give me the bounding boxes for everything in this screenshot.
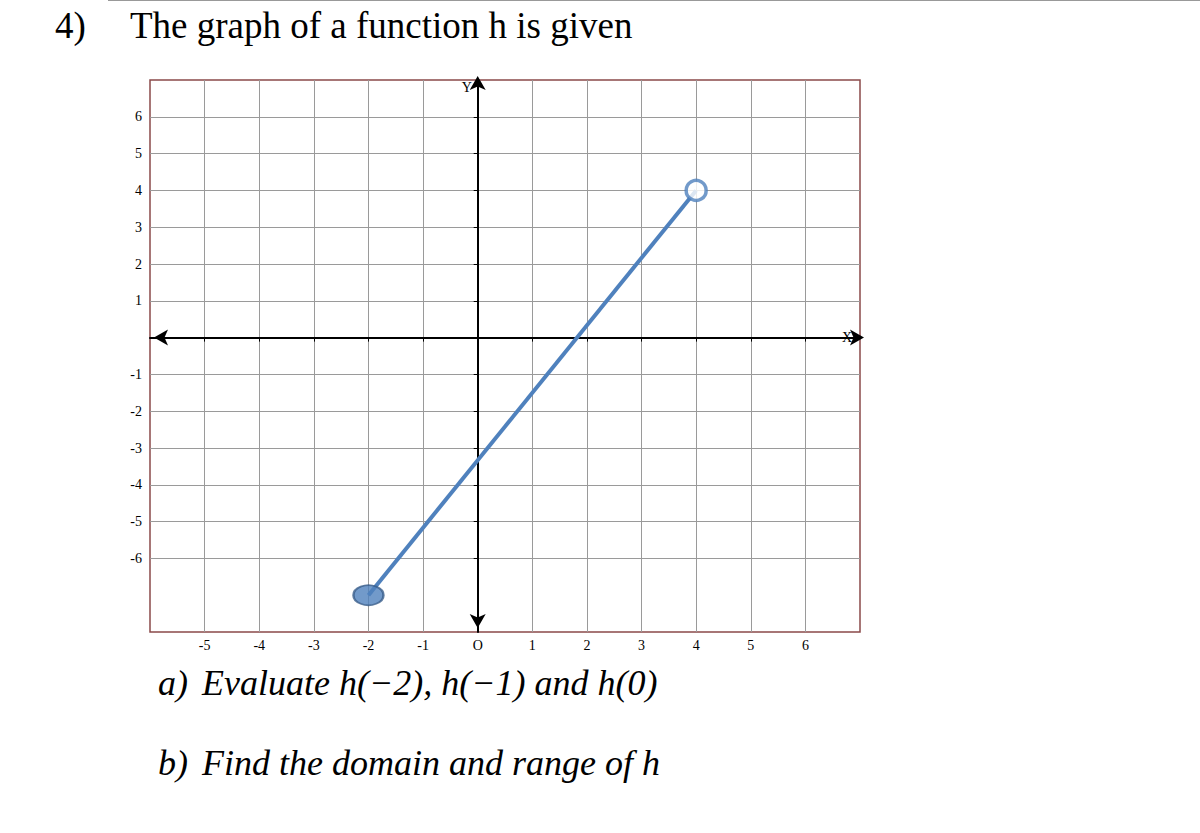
svg-text:-1: -1 — [130, 367, 142, 382]
svg-text:-3: -3 — [308, 638, 320, 653]
svg-text:-5: -5 — [199, 638, 211, 653]
html-text:4): 4) — [55, 5, 86, 46]
svg-text:-5: -5 — [130, 514, 142, 529]
svg-text:3: 3 — [638, 638, 645, 653]
html-text:Find the domain and range of h: Find the domain and range of h — [202, 743, 660, 783]
svg-text:1: 1 — [135, 293, 142, 308]
svg-text:X: X — [842, 330, 853, 346]
html-text:b): b) — [158, 743, 188, 783]
svg-text:-4: -4 — [253, 638, 265, 653]
html-text:Evaluate h(−2), h(−1) and h(0): Evaluate h(−2), h(−1) and h(0) — [202, 663, 658, 703]
svg-text:O: O — [473, 638, 483, 653]
svg-text:-4: -4 — [130, 477, 142, 492]
svg-text:Y: Y — [462, 80, 472, 95]
svg-text:5: 5 — [135, 146, 142, 161]
svg-text:5: 5 — [747, 638, 754, 653]
html-text:The graph of a function h is g: The graph of a function h is given — [130, 5, 633, 46]
svg-text:2: 2 — [583, 638, 590, 653]
svg-text:2: 2 — [135, 257, 142, 272]
svg-text:1: 1 — [529, 638, 536, 653]
svg-text:-2: -2 — [130, 404, 142, 419]
svg-text:-6: -6 — [130, 551, 142, 566]
html-text:a): a) — [158, 663, 188, 703]
svg-text:6: 6 — [135, 109, 142, 124]
svg-text:4: 4 — [135, 183, 142, 198]
svg-text:4: 4 — [693, 638, 700, 653]
svg-text:6: 6 — [802, 638, 809, 653]
svg-text:-3: -3 — [130, 441, 142, 456]
svg-text:-2: -2 — [363, 638, 375, 653]
svg-text:3: 3 — [135, 220, 142, 235]
svg-text:-1: -1 — [417, 638, 429, 653]
